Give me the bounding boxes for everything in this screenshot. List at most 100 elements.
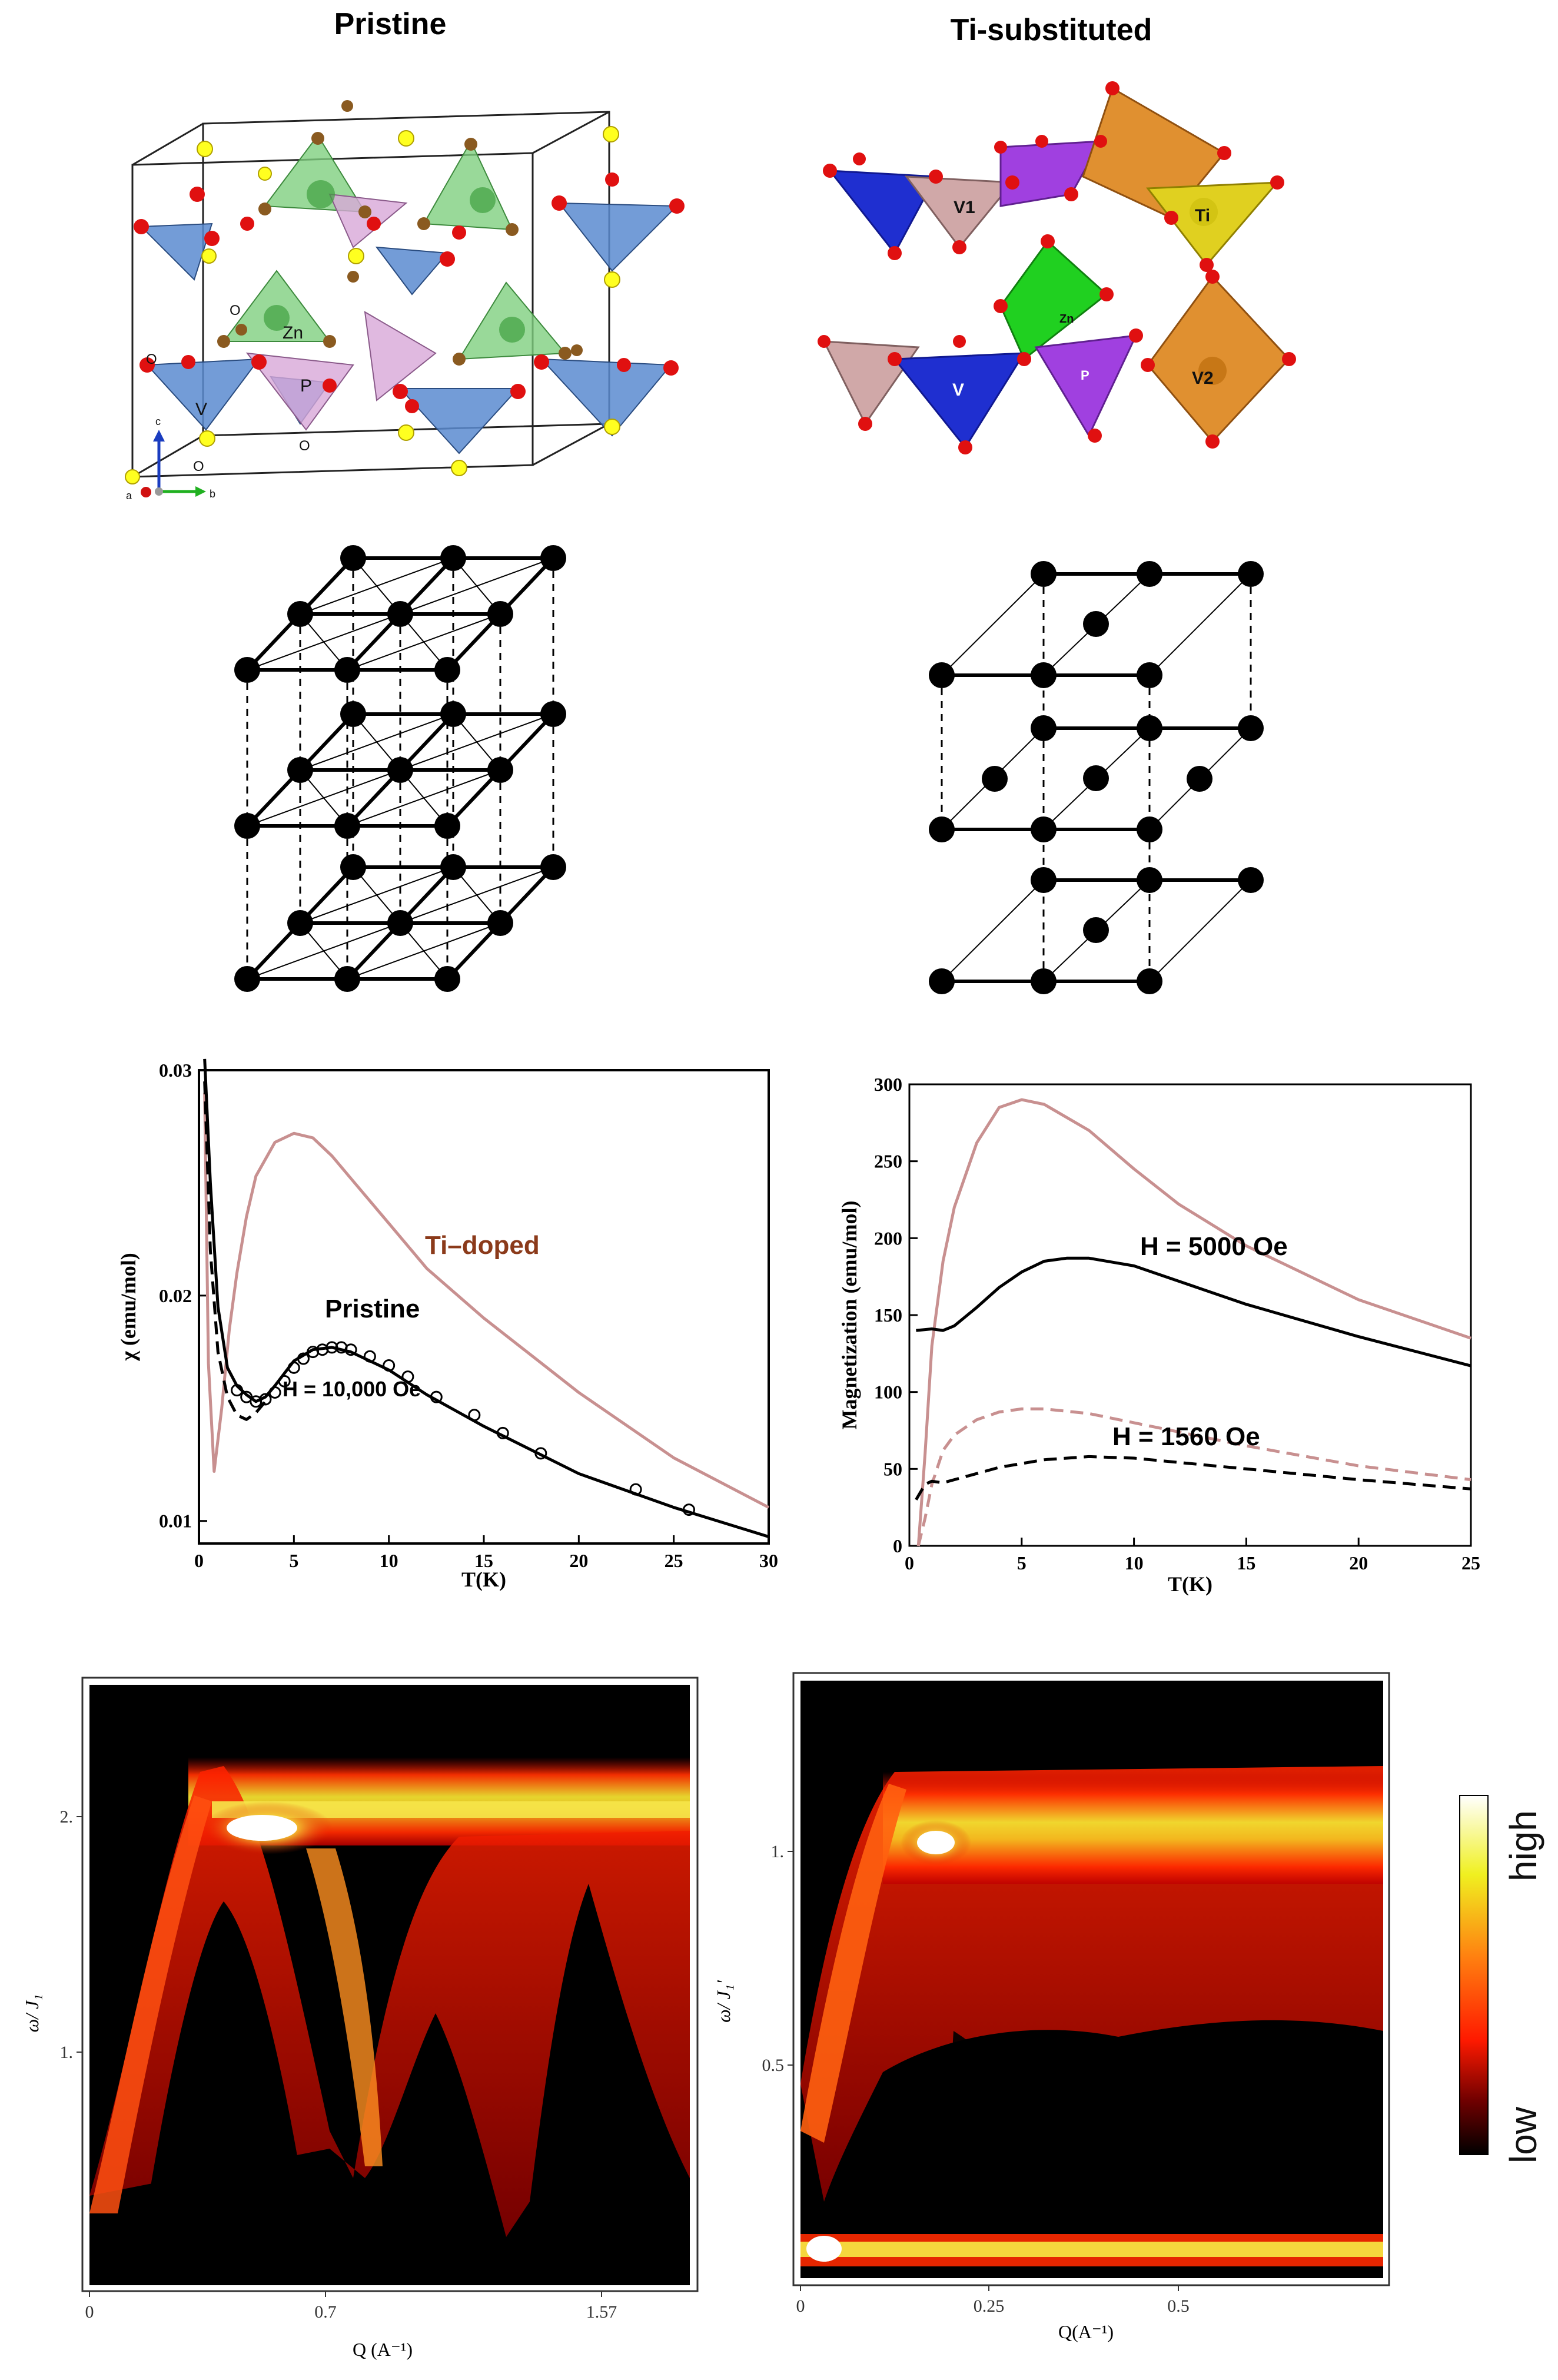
chain-site	[929, 816, 955, 842]
label-o-3: O	[193, 459, 204, 474]
x-tick-label: 20	[1349, 1552, 1368, 1574]
lattice-site	[334, 657, 360, 683]
heatmap2-ylabel: ω/ J₁'	[713, 1980, 734, 2023]
axes-triad: a b c	[126, 416, 215, 502]
label-o-4: O	[299, 438, 310, 454]
y-tick-label: 200	[874, 1227, 902, 1249]
chart2-xlabel: T(K)	[1168, 1572, 1212, 1596]
y-tick-label: 250	[874, 1151, 902, 1172]
chart2-frame	[908, 1083, 1472, 1547]
pristine-lattice-schematic	[234, 545, 566, 992]
x-tick-label: 0	[796, 2296, 805, 2316]
x-tick-label: 0	[905, 1552, 914, 1574]
data-point	[534, 1447, 547, 1460]
y-tick-label: 100	[874, 1382, 902, 1403]
x-tick-label: 20	[569, 1550, 588, 1571]
chain-site	[1083, 611, 1109, 637]
label-v: V	[195, 400, 207, 419]
v-tetrahedra	[139, 202, 679, 454]
y-tick-label: 0.03	[159, 1060, 192, 1081]
x-tick-label: 25	[1461, 1552, 1480, 1574]
x-tick-label: 30	[759, 1550, 778, 1571]
annotation-h10000: H = 10,000 Oe	[283, 1377, 421, 1401]
oxygen-atoms	[134, 172, 685, 413]
chain-site	[1238, 715, 1264, 741]
heatmap2-xlabel: Q(A⁻¹)	[1058, 2321, 1114, 2342]
y-tick-label: 1.	[60, 2043, 74, 2062]
label-o-1: O	[230, 303, 241, 318]
series-line-pristine	[203, 1058, 769, 1538]
lattice-site	[387, 601, 413, 627]
lattice-site	[387, 910, 413, 936]
chain-site	[1031, 867, 1057, 893]
annotation-h5000: H = 5000 Oe	[1140, 1232, 1288, 1261]
chain-site	[929, 968, 955, 994]
label-v1: V1	[954, 198, 975, 217]
chart1-ticks: 0 5 10 15 20 25 30 0.01 0.02 0.03	[159, 1060, 778, 1571]
lattice-site	[487, 910, 513, 936]
chain-bond	[1149, 573, 1251, 676]
pink-octahedron-bottom	[822, 340, 920, 426]
chain-site	[1187, 766, 1212, 792]
y-tick-label: 50	[883, 1458, 902, 1479]
lattice-site	[387, 757, 413, 783]
y-tick-label: 0.5	[762, 2056, 785, 2075]
heatmap1-xlabel: Q (A⁻¹)	[353, 2339, 413, 2360]
chart1-series	[203, 1058, 770, 1538]
lattice-site	[540, 854, 566, 880]
spectrum-heatmap-ti: 0 0.25 0.5 0.5 1. Q(A⁻¹) ω/ J₁'	[713, 1672, 1390, 2342]
x-tick-label: 15	[474, 1550, 493, 1571]
chain-bond	[941, 879, 1044, 982]
lattice-site	[540, 545, 566, 571]
x-tick-label: 0.25	[974, 2296, 1005, 2316]
data-point	[297, 1352, 310, 1365]
chain-bond	[941, 573, 1044, 676]
data-point	[383, 1359, 396, 1372]
chain-site	[1238, 867, 1264, 893]
lattice-site	[334, 813, 360, 839]
data-point	[344, 1343, 357, 1356]
yellow-atoms	[125, 126, 620, 484]
lattice-site	[340, 545, 366, 571]
x-tick-label: 1.57	[586, 2302, 617, 2322]
annotation-ti-doped: Ti–doped	[425, 1231, 540, 1260]
data-point	[496, 1426, 509, 1439]
y-tick-label: 1.	[771, 1842, 785, 1861]
data-point	[629, 1483, 642, 1496]
ti-oxygen-atoms	[818, 81, 1296, 454]
heatmap1-intensity	[89, 1757, 690, 2285]
lattice-site	[434, 657, 460, 683]
v1-octahedron	[828, 170, 938, 255]
lattice-site	[440, 545, 466, 571]
lattice-site	[287, 601, 313, 627]
series-line-h-10-000-oe	[203, 1081, 267, 1421]
annotation-pristine: Pristine	[325, 1294, 420, 1323]
data-point	[682, 1503, 695, 1516]
x-tick-label: 5	[289, 1550, 298, 1571]
lattice-site	[287, 757, 313, 783]
pristine-crystal-structure: Zn P V O O O O a b c	[125, 100, 685, 502]
header-pristine: Pristine	[334, 7, 447, 41]
lattice-site	[440, 701, 466, 727]
colorbar-low-label: low	[1502, 2106, 1544, 2163]
chain-site	[1031, 662, 1057, 688]
chart2-series	[915, 1098, 1471, 1546]
chain-site	[1137, 867, 1162, 893]
axis-a-label: a	[126, 490, 132, 502]
series-line-ti-doped-1560-oe	[916, 1407, 1471, 1546]
chain-site	[1083, 917, 1109, 943]
header-ti-substituted: Ti-substituted	[951, 13, 1152, 47]
data-point	[231, 1384, 244, 1397]
v2-center-atom	[1198, 357, 1227, 385]
series-line-ti-doped	[203, 1093, 770, 1509]
label-p: P	[300, 376, 312, 396]
series-line-pristine-1560-oe	[915, 1455, 1471, 1501]
data-point	[268, 1386, 281, 1399]
lattice-site	[487, 757, 513, 783]
chi-vs-temperature-chart: 0 5 10 15 20 25 30 0.01 0.02 0.03 T(K) χ (emu/mol…	[117, 1058, 778, 1591]
lattice-site	[434, 813, 460, 839]
heatmap1-ticks: 0 0.7 1.57 1. 2.	[60, 1807, 617, 2322]
data-point	[363, 1350, 376, 1363]
